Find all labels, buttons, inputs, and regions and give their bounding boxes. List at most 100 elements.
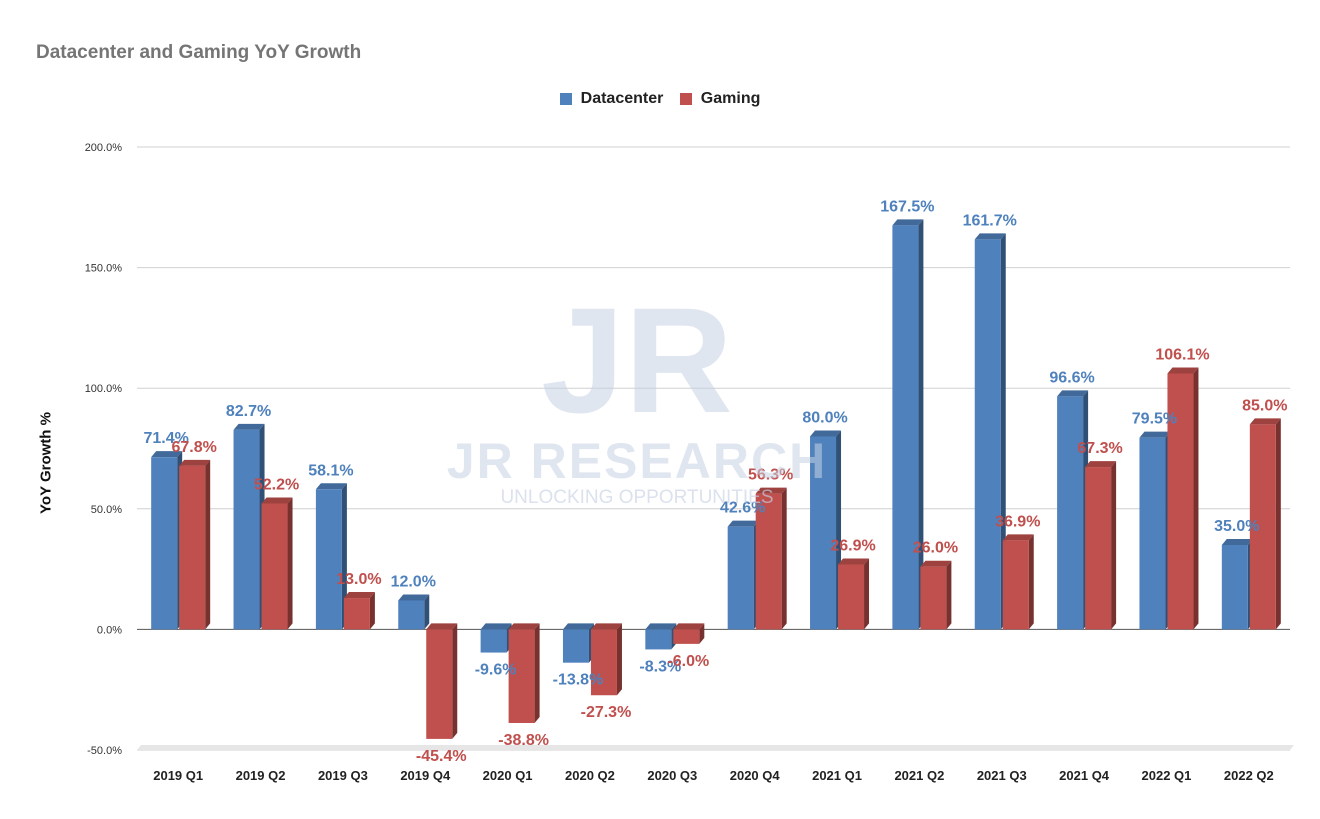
bar-front — [1085, 467, 1112, 630]
data-label-gaming: -38.8% — [498, 732, 549, 749]
data-label-gaming: 26.9% — [830, 538, 875, 555]
bar-datacenter — [315, 483, 347, 630]
legend-swatch-gaming — [679, 93, 692, 105]
bar-side — [616, 623, 622, 696]
bar-datacenter — [562, 623, 594, 663]
data-label-datacenter: 12.0% — [391, 573, 436, 590]
bar-front — [590, 629, 617, 696]
data-label-gaming: 52.2% — [254, 476, 299, 493]
bar-front — [974, 239, 1001, 630]
bar-side — [1275, 418, 1281, 630]
bar-front — [645, 629, 672, 650]
bar-top — [315, 483, 347, 490]
bar-datacenter — [727, 520, 759, 630]
bar-side — [287, 497, 293, 630]
x-tick-label: 2022 Q1 — [1142, 768, 1192, 783]
bar-top — [1085, 461, 1117, 468]
bar-top — [398, 594, 430, 601]
data-label-datacenter: 79.5% — [1132, 411, 1177, 428]
chart-floor — [137, 745, 1294, 750]
data-label-datacenter: 58.1% — [308, 462, 353, 479]
bar-front — [343, 598, 370, 630]
bar-front — [480, 629, 507, 653]
bar-side — [1111, 461, 1117, 630]
bar-top — [343, 592, 375, 599]
y-tick-label: 50.0% — [91, 504, 122, 516]
bar-datacenter — [810, 430, 842, 630]
bar-top — [590, 623, 622, 630]
data-label-datacenter: 42.6% — [720, 500, 765, 517]
bar-front — [892, 225, 919, 630]
bar-front — [838, 564, 865, 630]
data-label-gaming: 36.9% — [995, 513, 1040, 530]
bar-side — [1000, 233, 1006, 630]
bar-side — [781, 487, 787, 630]
data-label-gaming: 13.0% — [336, 571, 381, 588]
data-label-datacenter: 80.0% — [802, 409, 847, 426]
bar-gaming — [1167, 367, 1199, 630]
bar-side — [205, 459, 211, 630]
bar-side — [946, 560, 952, 630]
bar-top — [810, 430, 842, 437]
bar-gaming — [508, 623, 540, 723]
x-tick-label: 2020 Q3 — [647, 768, 697, 783]
bar-side — [699, 623, 705, 644]
bar-front — [233, 429, 260, 630]
y-tick-label: 100.0% — [85, 383, 123, 395]
bar-top — [179, 459, 211, 466]
bar-top — [920, 560, 952, 567]
bar-top — [1221, 538, 1253, 545]
bar-front — [810, 436, 837, 630]
bar-side — [1193, 367, 1199, 630]
bar-front — [151, 457, 178, 630]
data-label-datacenter: 161.7% — [963, 212, 1017, 229]
chart-title: Datacenter and Gaming YoY Growth — [36, 42, 362, 63]
bar-top — [151, 451, 183, 458]
data-label-gaming: -6.0% — [667, 653, 709, 670]
bar-front — [1057, 396, 1084, 630]
data-label-gaming: 67.3% — [1077, 440, 1122, 457]
bar-side — [1028, 534, 1034, 630]
data-label-gaming: 67.8% — [171, 439, 216, 456]
bar-front — [755, 493, 782, 630]
bar-side — [864, 558, 870, 630]
bar-front — [1139, 437, 1166, 630]
bar-front — [1249, 424, 1276, 630]
data-label-gaming: 106.1% — [1155, 346, 1209, 363]
y-tick-label: 150.0% — [85, 263, 123, 275]
data-label-datacenter: 167.5% — [880, 198, 934, 215]
data-label-gaming: 26.0% — [913, 540, 958, 557]
legend-item-gaming[interactable]: Gaming — [679, 90, 760, 108]
bar-gaming — [1085, 461, 1117, 630]
legend-swatch-datacenter — [559, 93, 572, 105]
data-label-gaming: 56.3% — [748, 467, 793, 484]
bar-front — [508, 629, 535, 723]
bar-gaming — [838, 558, 870, 630]
bar-front — [426, 629, 453, 739]
bar-side — [918, 219, 924, 630]
bar-front — [920, 566, 947, 630]
bar-datacenter — [1057, 390, 1089, 630]
bar-front — [673, 629, 700, 644]
x-tick-label: 2019 Q3 — [318, 768, 368, 783]
data-label-gaming: 85.0% — [1242, 397, 1287, 414]
bar-side — [452, 623, 458, 739]
legend-item-datacenter[interactable]: Datacenter — [559, 90, 663, 108]
x-tick-label: 2022 Q2 — [1224, 768, 1274, 783]
x-tick-label: 2020 Q4 — [730, 768, 781, 783]
data-label-datacenter: 82.7% — [226, 403, 271, 420]
bar-front — [1002, 540, 1029, 630]
bar-gaming — [261, 497, 293, 630]
x-tick-label: 2021 Q3 — [977, 768, 1027, 783]
bar-front — [179, 465, 206, 630]
bar-top — [233, 423, 265, 430]
bar-top — [673, 623, 705, 630]
bar-side — [341, 483, 347, 630]
bar-datacenter — [1221, 538, 1253, 630]
y-tick-label: 200.0% — [85, 142, 123, 154]
bar-gaming — [343, 592, 375, 630]
bar-side — [369, 592, 375, 630]
chart-legend: Datacenter Gaming — [0, 90, 1320, 110]
bar-front — [562, 629, 589, 663]
